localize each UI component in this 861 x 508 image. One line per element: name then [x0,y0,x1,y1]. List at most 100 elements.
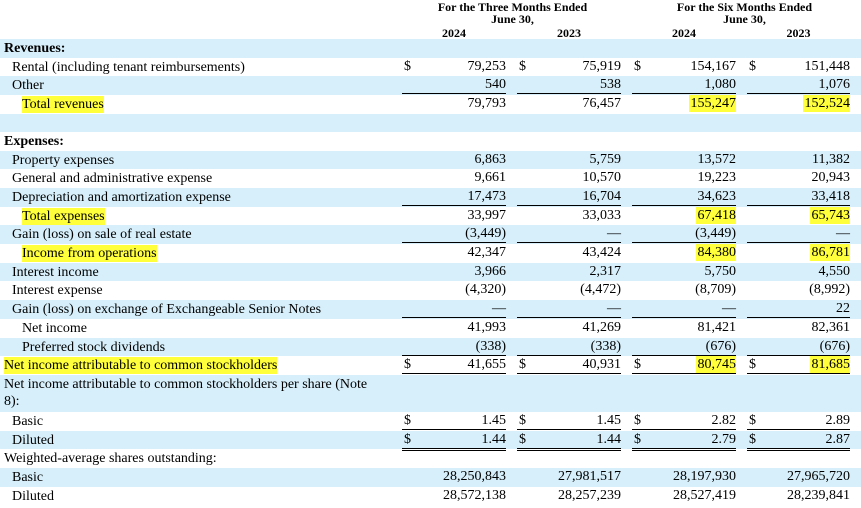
value-cell: 152,524 [747,95,850,113]
value-cell: 65,743 [747,206,850,224]
value: 28,572,138 [443,487,506,503]
currency-symbol: $ [519,412,526,428]
value: (4,320) [465,282,506,298]
currency-symbol: $ [634,412,641,428]
value-cell: 6,863 [402,151,507,168]
table-row: Diluted 28,572,138 28,257,239 28,527,419 28,… [0,487,861,506]
value: 16,704 [582,188,622,204]
group-subtitle: June 30, [491,12,534,26]
value: 2.89 [825,412,851,428]
value-cell: 43,424 [517,244,622,261]
value-cell: 33,033 [517,207,622,224]
row-label: Expenses: [4,133,64,149]
value: (8,992) [809,282,850,298]
value: 5,750 [704,263,737,279]
value-cell: (676) [747,338,850,356]
currency-symbol: $ [749,357,756,373]
row-label: Basic [12,413,44,429]
row-label: Preferred stock dividends [22,339,166,355]
value: (3,449) [465,226,506,242]
value: 540 [485,77,506,93]
value: 155,247 [688,95,736,113]
row-label: Property expenses [12,152,115,168]
value: 1,080 [704,77,737,93]
value: 41,655 [467,357,507,373]
table-row: Income from operations 42,347 43,424 84,380… [0,244,861,263]
value: 1.44 [596,431,622,447]
value: 1.45 [481,412,507,428]
value: 17,473 [467,188,507,204]
value-cell: $1.44 [517,431,621,451]
value: 152,524 [802,95,850,113]
value-cell: (4,320) [402,281,506,298]
table-row: Other 540 538 1,080 1,076 [0,76,861,96]
value-cell: $1.45 [517,412,621,430]
value-cell: 16,704 [517,188,621,206]
value: (338) [475,338,506,354]
value-cell: 41,269 [517,319,622,336]
value-cell: 3,966 [402,263,507,280]
value: (3,449) [695,226,736,242]
row-label: Net income attributable to common stockh… [4,376,368,409]
table-row: Rental (including tenant reimbursements)… [0,58,861,77]
value-cell: $75,919 [517,58,621,75]
value-cell: $2.82 [632,412,736,430]
row-label: Net income attributable to common stockh… [4,357,278,375]
value-cell: 84,380 [632,244,736,261]
table-row: Interest expense (4,320) (4,472) (8,709) (8,… [0,281,861,300]
value-cell: 28,250,843 [402,468,506,485]
value-cell: 19,223 [632,169,737,186]
currency-symbol: $ [634,431,641,447]
value: 10,570 [582,170,622,186]
value-cell: 5,759 [517,151,622,168]
value: 2.82 [711,412,737,428]
value-cell: 9,661 [402,169,507,186]
table-row: Gain (loss) on exchange of Exchangeable … [0,300,861,319]
value-cell: (338) [402,338,506,356]
row-label: Depreciation and amortization expense [12,189,231,205]
value: 84,380 [695,244,736,261]
row-label: Gain (loss) on sale of real estate [12,227,192,243]
row-label: Interest expense [12,283,103,299]
value-cell: 13,572 [632,151,737,168]
value-cell: 42,347 [402,244,507,261]
value: 33,418 [811,188,851,204]
currency-symbol: $ [519,357,526,373]
value: 28,257,239 [558,487,621,503]
value: 80,745 [695,356,736,374]
value: 2,317 [589,263,622,279]
value-cell: — [402,300,506,319]
value-cell: 1,080 [632,76,737,95]
currency-symbol: $ [634,58,641,74]
value: 41,269 [582,319,622,335]
value-cell: $80,745 [632,356,736,377]
currency-symbol: $ [404,412,411,428]
value: 67,418 [695,206,736,224]
table-row: Property expenses 6,863 5,759 13,572 11,382 [0,150,861,170]
value: 79,793 [467,96,507,112]
value-cell: 27,965,720 [747,468,850,485]
spacer-row [0,113,861,132]
value: 19,223 [697,170,737,186]
value-cell: $151,448 [747,58,850,75]
value: 6,863 [474,151,507,167]
value-cell: $2.87 [747,431,850,451]
value: 11,382 [812,151,850,167]
value: 1.45 [596,412,622,428]
value: 42,347 [467,245,507,260]
value: 40,931 [582,357,622,373]
currency-symbol: $ [404,431,411,447]
value: 82,361 [811,319,851,335]
currency-symbol: $ [404,357,411,373]
value-cell: 20,943 [747,169,851,186]
value: 22 [836,301,850,317]
row-label: Diluted [12,488,54,504]
value: (338) [590,338,621,354]
table-row: Total expenses 33,997 33,033 67,418 65,743 [0,206,861,226]
value: — [836,226,850,242]
value-cell: 34,623 [632,188,736,206]
value: 76,457 [582,96,622,112]
table-row: Net income attributable to common stockh… [0,356,861,377]
value: 28,197,930 [673,469,736,484]
table-row: Diluted $1.44 $1.44 $2.79 $2.87 [0,430,861,451]
